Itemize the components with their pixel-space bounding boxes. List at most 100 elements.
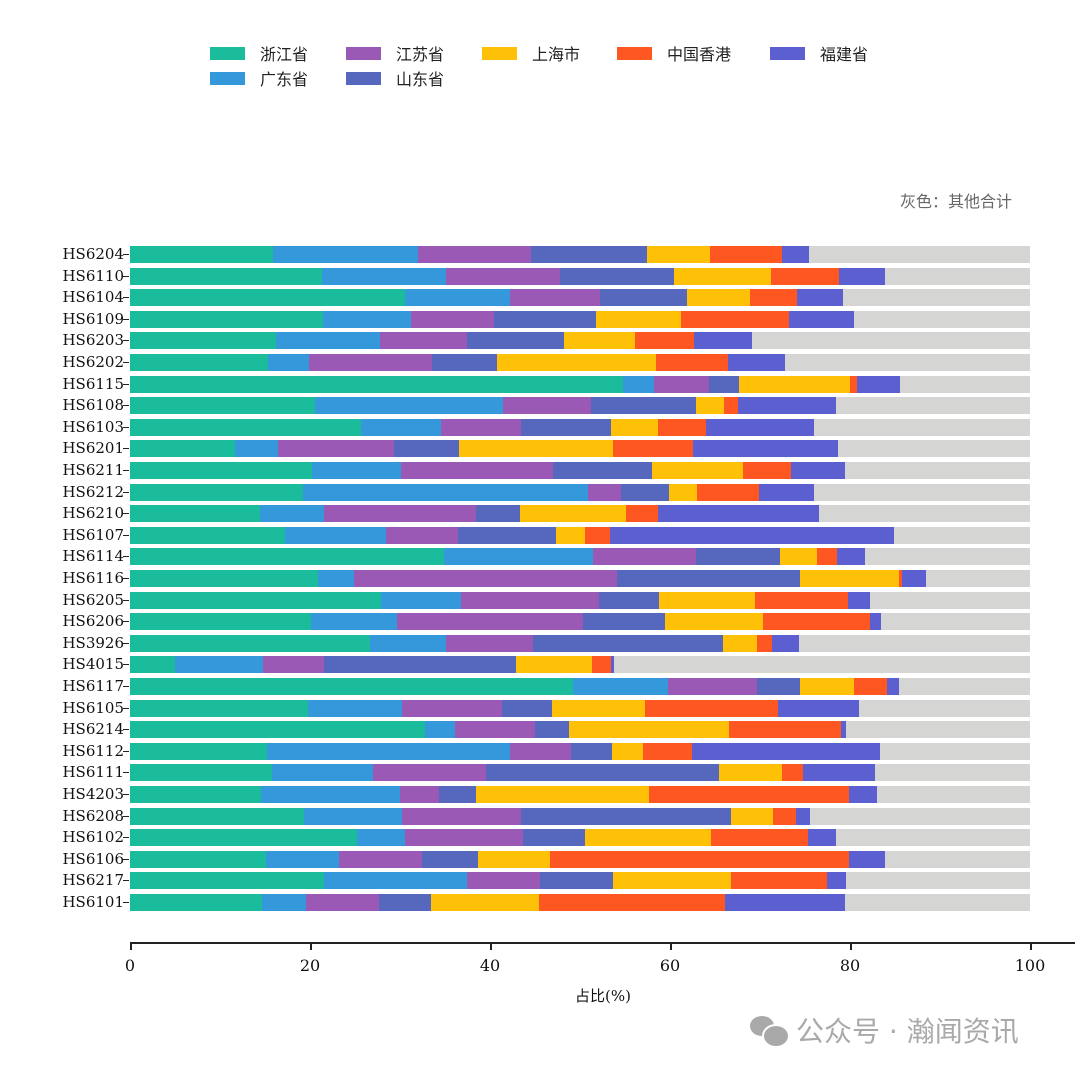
legend-label: 上海市: [532, 45, 581, 64]
y-tick-label: HS6205: [62, 590, 124, 609]
bar-segment: [324, 656, 517, 674]
y-tick-label: HS6212: [62, 482, 124, 501]
y-tick-label: HS6211: [62, 461, 124, 479]
bar-segment-other: [813, 418, 1030, 436]
bar-segment: [613, 440, 694, 458]
bar-row: [130, 375, 1030, 393]
bar-row: [130, 742, 1030, 760]
y-tick: [123, 664, 129, 666]
bar-segment: [625, 505, 659, 523]
bar-segment: [354, 570, 617, 587]
legend-item: 山东省: [346, 67, 444, 89]
bar-segment: [461, 591, 599, 609]
bar-row: [130, 354, 1030, 371]
bar-segment-other: [835, 829, 1030, 847]
legend-swatch: [770, 46, 805, 60]
bar-segment-other: [900, 375, 1030, 393]
bar-segment: [708, 375, 740, 393]
bar-segment: [582, 613, 665, 631]
bar-row: [130, 721, 1030, 739]
bar-segment: [599, 289, 688, 307]
bar-row: [130, 267, 1030, 285]
bar-segment-other: [858, 699, 1030, 717]
bar-segment: [130, 786, 262, 803]
bar-segment: [612, 742, 643, 760]
bar-segment: [261, 786, 400, 803]
bar-row: [130, 246, 1030, 263]
bar-segment: [393, 440, 460, 458]
bar-segment: [441, 418, 522, 436]
bar-segment: [130, 505, 260, 523]
bar-segment: [308, 699, 402, 717]
x-tick: [670, 942, 672, 950]
bar-segment: [538, 894, 725, 911]
bar-segment: [130, 591, 382, 609]
bar-segment-other: [813, 483, 1030, 501]
legend-label: 中国香港: [667, 45, 732, 64]
bar-segment: [175, 656, 264, 674]
bar-segment-other: [842, 289, 1030, 307]
y-tick-label: HS6117: [62, 677, 124, 695]
bar-segment: [130, 289, 406, 307]
bar-segment: [303, 807, 402, 825]
y-tick-label: HS6201: [62, 439, 124, 458]
y-tick-label: HS6111: [62, 763, 124, 782]
y-tick-label: HS6208: [62, 806, 124, 825]
y-tick: [123, 556, 129, 558]
bar-segment: [381, 591, 462, 609]
bar-segment: [235, 440, 278, 458]
bar-segment: [788, 310, 855, 328]
bar-segment-other: [865, 548, 1030, 566]
bar-row: [130, 483, 1030, 501]
bar-segment: [728, 354, 786, 371]
y-tick: [123, 642, 129, 644]
bar-segment: [694, 332, 752, 350]
y-tick-label: HS3926: [62, 633, 124, 652]
bar-segment: [130, 613, 311, 631]
bar-row: [130, 548, 1030, 566]
bar-segment-other: [875, 764, 1030, 782]
bar-segment: [816, 548, 838, 566]
bar-row: [130, 786, 1030, 803]
bar-segment-other: [885, 850, 1030, 868]
bar-row: [130, 850, 1030, 868]
bar-segment-other: [810, 807, 1030, 825]
bar-segment: [854, 678, 887, 695]
bar-segment: [550, 850, 850, 868]
legend-swatch: [482, 46, 517, 60]
bar-segment-other: [798, 634, 1030, 652]
bar-segment: [591, 656, 612, 674]
bar-segment: [659, 591, 755, 609]
bar-segment-other: [785, 354, 1030, 371]
bar-segment: [570, 742, 613, 760]
y-tick: [123, 750, 129, 752]
bar-segment: [130, 310, 323, 328]
x-tick-label: 100: [1014, 956, 1046, 975]
bar-segment: [130, 332, 276, 350]
bar-segment: [840, 721, 847, 739]
bar-segment: [849, 850, 886, 868]
bar-segment: [130, 354, 268, 371]
bar-segment: [519, 505, 626, 523]
bar-segment: [610, 418, 659, 436]
y-tick-label: HS6110: [62, 266, 124, 285]
bar-row: [130, 829, 1030, 847]
bar-segment: [552, 462, 652, 479]
bar-segment-other: [845, 894, 1030, 911]
bar-segment: [130, 548, 445, 566]
bar-segment: [585, 526, 610, 544]
bar-row: [130, 526, 1030, 544]
bar-segment: [664, 613, 763, 631]
y-tick: [123, 534, 129, 536]
bar-segment: [585, 829, 712, 847]
y-tick-label: HS6115: [62, 374, 124, 393]
bar-segment: [621, 483, 670, 501]
x-tick: [850, 942, 852, 950]
bar-segment: [277, 440, 394, 458]
legend-swatch: [210, 71, 245, 85]
bar-segment: [454, 721, 535, 739]
bar-segment: [266, 742, 510, 760]
bar-segment: [262, 894, 307, 911]
bar-segment: [486, 764, 720, 782]
y-tick: [123, 858, 129, 860]
